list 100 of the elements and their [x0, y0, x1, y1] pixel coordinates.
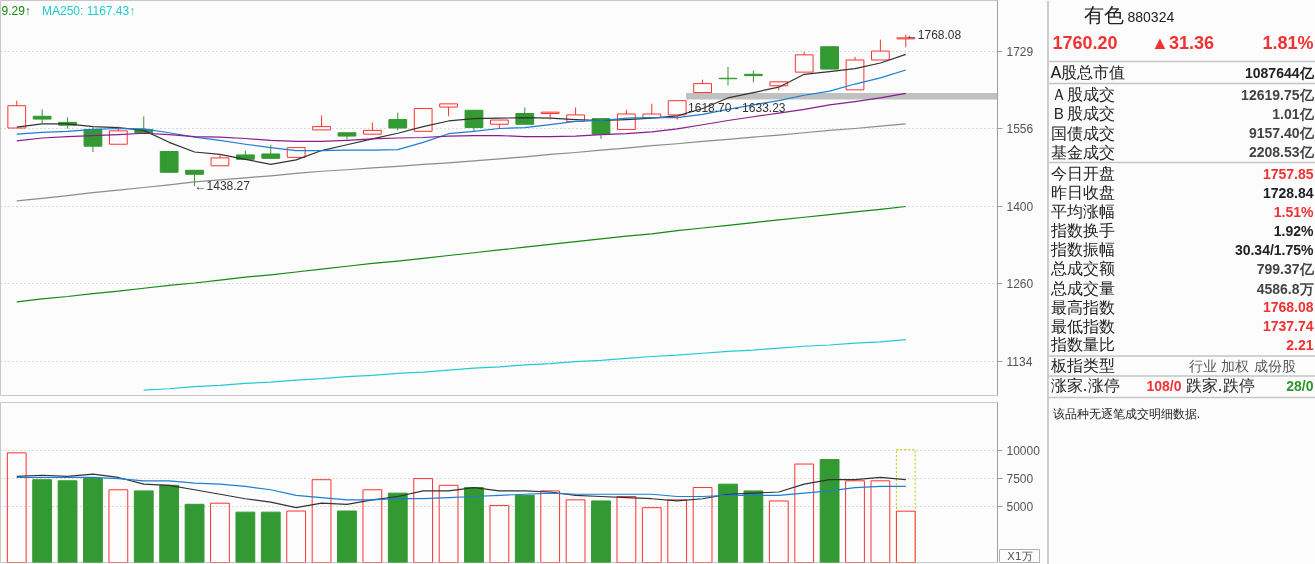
- text: 2208.53亿: [1248, 144, 1315, 160]
- bar: [870, 480, 891, 563]
- candlestick: [794, 51, 814, 73]
- text: 2.21: [1286, 336, 1314, 353]
- y-tick-label: 7500: [1006, 472, 1034, 487]
- text: 该品种无逐笔成交明细数据.: [1052, 406, 1201, 421]
- text: 1757.85: [1262, 165, 1314, 182]
- y-tick-label: 1260: [1006, 277, 1034, 292]
- bar: [641, 507, 662, 563]
- candlestick: [108, 126, 128, 145]
- bar: [895, 510, 916, 563]
- bar: [133, 490, 154, 563]
- text: 1737.74: [1262, 318, 1314, 334]
- text: A股总市值: [1050, 63, 1126, 82]
- bar: [845, 480, 865, 563]
- text: 12619.75亿: [1241, 86, 1315, 103]
- bar: [616, 495, 637, 563]
- bar: [413, 478, 434, 563]
- text: 880324: [1127, 8, 1175, 25]
- line-series: [16, 205, 907, 303]
- text: 1.01亿: [1272, 105, 1315, 122]
- candlestick: [667, 100, 687, 121]
- text: 最高指数: [1050, 297, 1115, 317]
- line-series: [16, 476, 907, 501]
- candlestick: [32, 108, 52, 125]
- text: ▲31.36: [1151, 32, 1214, 53]
- bar: [286, 510, 307, 563]
- text: 平均涨幅: [1050, 202, 1115, 221]
- text: 涨家.涨停: [1050, 376, 1120, 395]
- text: 总成交额: [1049, 259, 1115, 278]
- candlestick: [413, 107, 433, 132]
- candlestick: [591, 118, 611, 140]
- bar: [768, 500, 789, 563]
- text: 1768.08: [1262, 299, 1314, 315]
- text: 行业 加权 成份股: [1188, 357, 1296, 374]
- candlestick: [845, 56, 865, 91]
- candlestick: [210, 153, 230, 167]
- bar: [667, 499, 688, 563]
- y-tick-label: 1729: [1006, 44, 1034, 59]
- candlestick: [820, 46, 839, 70]
- bar: [159, 484, 180, 563]
- text: 4586.8万: [1256, 280, 1314, 297]
- bar: [718, 483, 738, 563]
- annotation: ←1768.08: [905, 27, 962, 42]
- text: 总成交量: [1049, 279, 1115, 298]
- text: 108/0: [1146, 377, 1182, 394]
- text: 板指类型: [1049, 356, 1115, 375]
- text: 最低指数: [1050, 316, 1115, 336]
- bar: [794, 463, 815, 563]
- text: 指数振幅: [1049, 240, 1115, 259]
- text: 有色: [1083, 2, 1124, 27]
- text: 指数量比: [1049, 335, 1115, 354]
- bar: [260, 511, 281, 563]
- text: 跌家.跌停: [1185, 376, 1255, 395]
- bar: [32, 479, 53, 563]
- line-series: [143, 339, 907, 391]
- candlestick: [464, 109, 484, 132]
- bar: [819, 459, 840, 563]
- text: 指数换手: [1049, 221, 1115, 240]
- line-series: [16, 69, 907, 152]
- bar: [438, 484, 459, 563]
- candlestick: [871, 39, 890, 61]
- bar: [184, 503, 205, 563]
- text: 30.34/1.75%: [1234, 241, 1315, 258]
- text: 1087644亿: [1245, 64, 1315, 81]
- bar: [464, 487, 484, 563]
- bar: [83, 478, 103, 563]
- bar: [591, 500, 611, 563]
- candlestick: [515, 107, 535, 125]
- candlestick: [7, 100, 27, 129]
- y-tick-label: 1556: [1006, 121, 1034, 136]
- text: 昨日收盘: [1050, 183, 1115, 202]
- y-tick-label: 1400: [1006, 199, 1034, 214]
- text: 1.92%: [1273, 222, 1315, 239]
- bar: [743, 490, 764, 563]
- candlestick: [388, 112, 408, 131]
- bar: [514, 494, 535, 563]
- bar: [235, 511, 256, 563]
- bar: [387, 492, 408, 563]
- annotation: ←1438.27: [194, 179, 251, 194]
- bar: [489, 504, 510, 563]
- bar: [210, 502, 230, 563]
- line-series: [16, 123, 907, 202]
- bar: [108, 489, 129, 563]
- bar: [6, 452, 27, 563]
- text: 1760.20: [1052, 33, 1118, 53]
- bar: [57, 480, 78, 563]
- bar: [311, 479, 332, 563]
- text: 今日开盘: [1050, 164, 1115, 183]
- y-tick-label: 5000: [1006, 500, 1034, 515]
- candlestick: [769, 81, 789, 91]
- text: 799.37亿: [1256, 260, 1315, 277]
- y-tick-label: 1134: [1006, 354, 1033, 369]
- text: X1万: [1007, 550, 1033, 563]
- candlestick: [489, 119, 509, 129]
- text: 28/0: [1286, 377, 1314, 394]
- candlestick: [439, 103, 458, 117]
- text: 基金成交: [1050, 142, 1115, 162]
- text: 9.29↑: [1, 3, 31, 18]
- y-tick-label: 10000: [1006, 444, 1041, 459]
